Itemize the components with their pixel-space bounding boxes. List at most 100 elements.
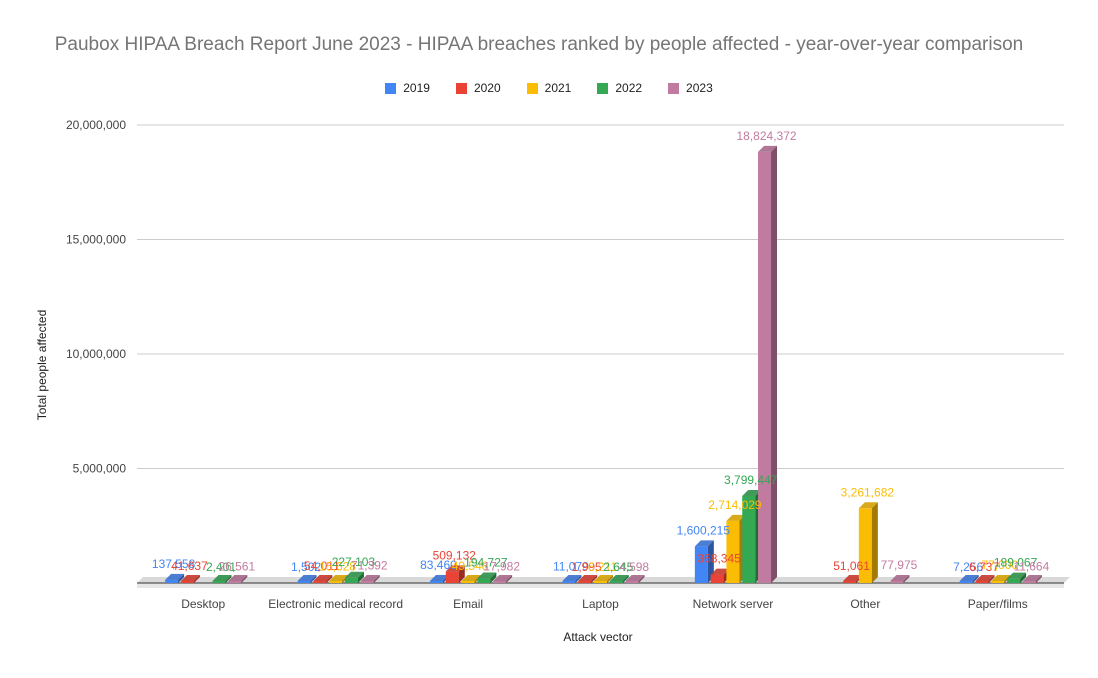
bar-front	[228, 581, 242, 583]
bar-front	[578, 581, 592, 583]
bar-side	[326, 575, 333, 583]
data-label: 7,256	[953, 560, 983, 574]
x-tick-label: Other	[850, 597, 880, 611]
bar-front	[726, 520, 740, 583]
bar-2023-desktop	[228, 575, 248, 583]
bar-top	[742, 489, 762, 496]
bar-front	[710, 574, 724, 583]
bar-2021-other	[858, 502, 878, 583]
bar-side	[622, 575, 629, 583]
bar-side	[373, 575, 380, 583]
data-label: 2,645	[603, 560, 633, 574]
bar-2022-laptop	[609, 575, 629, 583]
bar-2021-laptop	[594, 575, 613, 583]
bar-side	[357, 571, 364, 583]
data-label: 509,132	[433, 548, 477, 562]
bar-top	[858, 502, 878, 509]
legend-swatch	[597, 82, 609, 94]
bar-2019-laptop	[562, 575, 582, 583]
bar-side	[988, 575, 995, 583]
bar-side	[607, 575, 613, 583]
x-axis-title: Attack vector	[563, 630, 632, 644]
bar-2022-desktop	[212, 575, 232, 583]
bar-side	[903, 575, 910, 583]
bar-2020-desktop	[180, 575, 200, 583]
legend-item-2020: 2020	[455, 81, 501, 95]
chart-title: Paubox HIPAA Breach Report June 2023 - H…	[54, 34, 1024, 55]
bar-2020-laptop	[578, 575, 598, 583]
data-label: 11,664	[1013, 560, 1049, 574]
bar-2020-paper-films	[975, 575, 995, 583]
bar-front	[461, 581, 475, 583]
bar-front	[329, 581, 343, 583]
legend-swatch	[455, 82, 467, 94]
bar-top	[625, 575, 645, 581]
data-label: 3,261,682	[841, 485, 895, 499]
bar-2023-other	[890, 575, 910, 583]
legend-item-2022: 2022	[597, 81, 642, 95]
bar-front	[562, 581, 576, 583]
bar-front	[975, 581, 989, 583]
gridlines	[137, 124, 1064, 469]
bar-top	[165, 573, 185, 580]
data-label: 17,982	[483, 560, 520, 574]
bar-front	[742, 495, 756, 583]
y-axis-ticks: 5,000,000 10,000,000 15,000,000 20,000,000	[66, 118, 126, 476]
bar-front	[180, 581, 194, 583]
bar-top	[578, 575, 598, 581]
x-tick-label: Desktop	[181, 597, 225, 611]
bar-front	[694, 546, 708, 583]
data-label: 2,714,029	[708, 498, 762, 512]
legend-swatch	[668, 82, 680, 94]
bar-front	[609, 581, 623, 583]
data-label: 18,824,372	[736, 129, 796, 143]
bar-top	[461, 575, 481, 581]
bar-top	[180, 575, 200, 581]
bar-2019-paper-films	[959, 575, 979, 583]
bar-side	[638, 575, 645, 583]
bar-side	[707, 540, 714, 583]
bar-top	[1007, 572, 1027, 579]
data-label: 1,995	[572, 560, 602, 574]
legend-item-2019: 2019	[385, 81, 430, 95]
bar-side	[458, 565, 465, 583]
bar-2022-paper-films	[1007, 572, 1027, 583]
legend-item-2021: 2021	[526, 81, 571, 95]
x-tick-label: Electronic medical record	[268, 597, 403, 611]
data-label: 83,460	[420, 558, 457, 572]
data-label: 51,061	[833, 559, 870, 573]
bar-top	[360, 575, 380, 581]
data-label: 6,737	[969, 560, 999, 574]
bar-front	[344, 577, 358, 583]
bar-front	[991, 581, 1005, 583]
bar-2019-network-server	[694, 540, 714, 583]
data-label: 189,067	[994, 556, 1038, 570]
data-label: 368,345	[697, 552, 741, 566]
legend: 2019 2020 2021 2022 2023	[0, 81, 1098, 95]
bar-2023-electronic-medical-record	[360, 575, 380, 583]
bar-top	[694, 540, 714, 547]
bar-top	[726, 514, 746, 521]
bar-2023-email	[493, 575, 513, 583]
bar-front	[429, 581, 443, 583]
x-tick-label: Network server	[693, 597, 774, 611]
bar-front	[445, 571, 459, 583]
bar-top	[609, 575, 629, 581]
bar-top	[228, 575, 248, 581]
bar-front	[858, 508, 872, 583]
data-label: 227,103	[332, 555, 376, 569]
bar-side	[193, 575, 200, 583]
bar-front	[297, 581, 311, 583]
bar-top	[562, 575, 582, 581]
bar-2019-electronic-medical-record	[297, 575, 317, 583]
data-label: 6,211	[588, 560, 617, 574]
legend-swatch	[385, 82, 397, 94]
bar-2020-electronic-medical-record	[313, 575, 333, 583]
bar-side	[1035, 575, 1042, 583]
bar-side	[1020, 572, 1027, 583]
data-label: 1,502	[291, 560, 321, 574]
bar-top	[1022, 575, 1042, 581]
y-tick-label: 15,000,000	[66, 233, 126, 247]
